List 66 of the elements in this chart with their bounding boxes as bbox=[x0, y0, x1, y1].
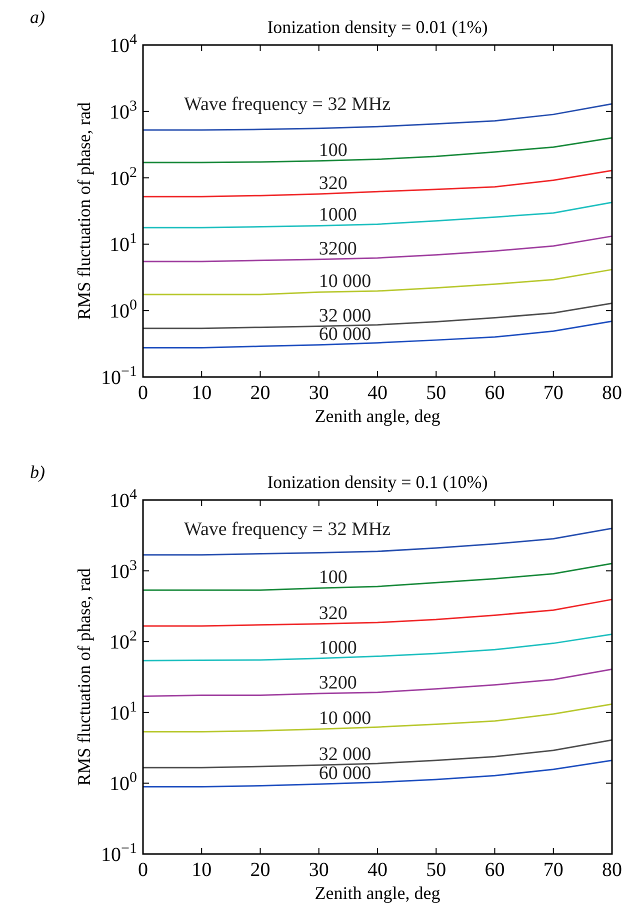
x-tick-label: 10 bbox=[192, 382, 212, 404]
series-label: 10 000 bbox=[318, 708, 372, 730]
series-label: 32 000 bbox=[318, 744, 372, 766]
line-series bbox=[142, 668, 613, 698]
x-tick-label: 20 bbox=[250, 382, 270, 404]
y-tick-label: 10$^{0}$ bbox=[110, 298, 137, 323]
y-tick-label: 10$^{0}$ bbox=[110, 770, 137, 796]
y-tick-label: 10$^{1}$ bbox=[110, 699, 137, 724]
line-series bbox=[142, 268, 613, 296]
series-label: 10 000 bbox=[318, 271, 372, 292]
series-label: Wave frequency = 32 MHz bbox=[184, 518, 391, 540]
x-tick-label: 40 bbox=[368, 859, 388, 881]
line-series bbox=[142, 170, 613, 198]
line-series bbox=[142, 634, 613, 662]
line-series bbox=[142, 562, 613, 591]
line-series bbox=[142, 137, 613, 164]
y-tick-label: 10$^{−1}$ bbox=[101, 364, 137, 389]
y-tick-label: 10$^{3}$ bbox=[110, 98, 137, 124]
chart-title: Ionization density = 0.1 (10%) bbox=[267, 472, 488, 492]
text: b) bbox=[30, 462, 45, 482]
x-tick-label: 40 bbox=[368, 382, 388, 404]
x-tick-label: 80 bbox=[602, 382, 622, 404]
line-series bbox=[142, 202, 613, 228]
x-tick-label: 70 bbox=[543, 382, 564, 404]
line-series bbox=[142, 760, 613, 788]
y-tick-label: 10$^{3}$ bbox=[110, 558, 137, 583]
y-tick-label: 10$^{4}$ bbox=[110, 487, 138, 512]
series-label: 60 000 bbox=[318, 324, 372, 345]
y-axis-title: RMS fluctuation of phase, rad bbox=[74, 568, 94, 786]
series-label: 320 bbox=[318, 602, 348, 624]
y-tick-label: 10$^{2}$ bbox=[110, 164, 137, 190]
x-tick-label: 80 bbox=[602, 859, 622, 881]
series-label: 1000 bbox=[318, 204, 357, 226]
series-label: 100 bbox=[318, 140, 348, 161]
y-tick-label: 10$^{2}$ bbox=[110, 628, 137, 654]
line-series bbox=[142, 598, 613, 627]
x-tick-label: 30 bbox=[308, 382, 329, 404]
x-tick-label: 10 bbox=[192, 859, 212, 881]
series-label: Wave frequency = 32 MHz bbox=[184, 94, 391, 115]
series-label: 32 000 bbox=[318, 305, 372, 326]
series-label: 3200 bbox=[318, 238, 357, 260]
y-axis-title: RMS fluctuation of phase, rad bbox=[74, 102, 94, 320]
series-label: 100 bbox=[318, 567, 348, 588]
y-tick-label: 10$^{1}$ bbox=[110, 231, 137, 256]
x-tick-label: 60 bbox=[484, 859, 505, 881]
series-label: 60 000 bbox=[318, 763, 372, 784]
series-label: 3200 bbox=[318, 672, 357, 694]
x-tick-label: 0 bbox=[138, 382, 148, 404]
x-tick-label: 0 bbox=[138, 859, 148, 881]
x-tick-label: 20 bbox=[250, 859, 270, 881]
text: a) bbox=[30, 7, 45, 27]
x-tick-label: 70 bbox=[543, 859, 564, 881]
y-tick-label: 10$^{4}$ bbox=[110, 32, 138, 57]
y-tick-label: 10$^{−1}$ bbox=[101, 841, 137, 866]
x-tick-label: 30 bbox=[308, 859, 329, 881]
x-tick-label: 50 bbox=[426, 382, 446, 404]
x-tick-label: 50 bbox=[426, 859, 446, 881]
chart-title: Ionization density = 0.01 (1%) bbox=[267, 17, 488, 37]
series-label: 320 bbox=[318, 173, 348, 194]
x-axis-title: Zenith angle, deg bbox=[314, 883, 440, 903]
line-series bbox=[142, 703, 613, 732]
x-tick-label: 60 bbox=[484, 382, 505, 404]
series-label: 1000 bbox=[318, 637, 357, 658]
x-axis-title: Zenith angle, deg bbox=[314, 406, 440, 426]
line-series bbox=[142, 235, 613, 262]
line-series bbox=[142, 320, 613, 348]
